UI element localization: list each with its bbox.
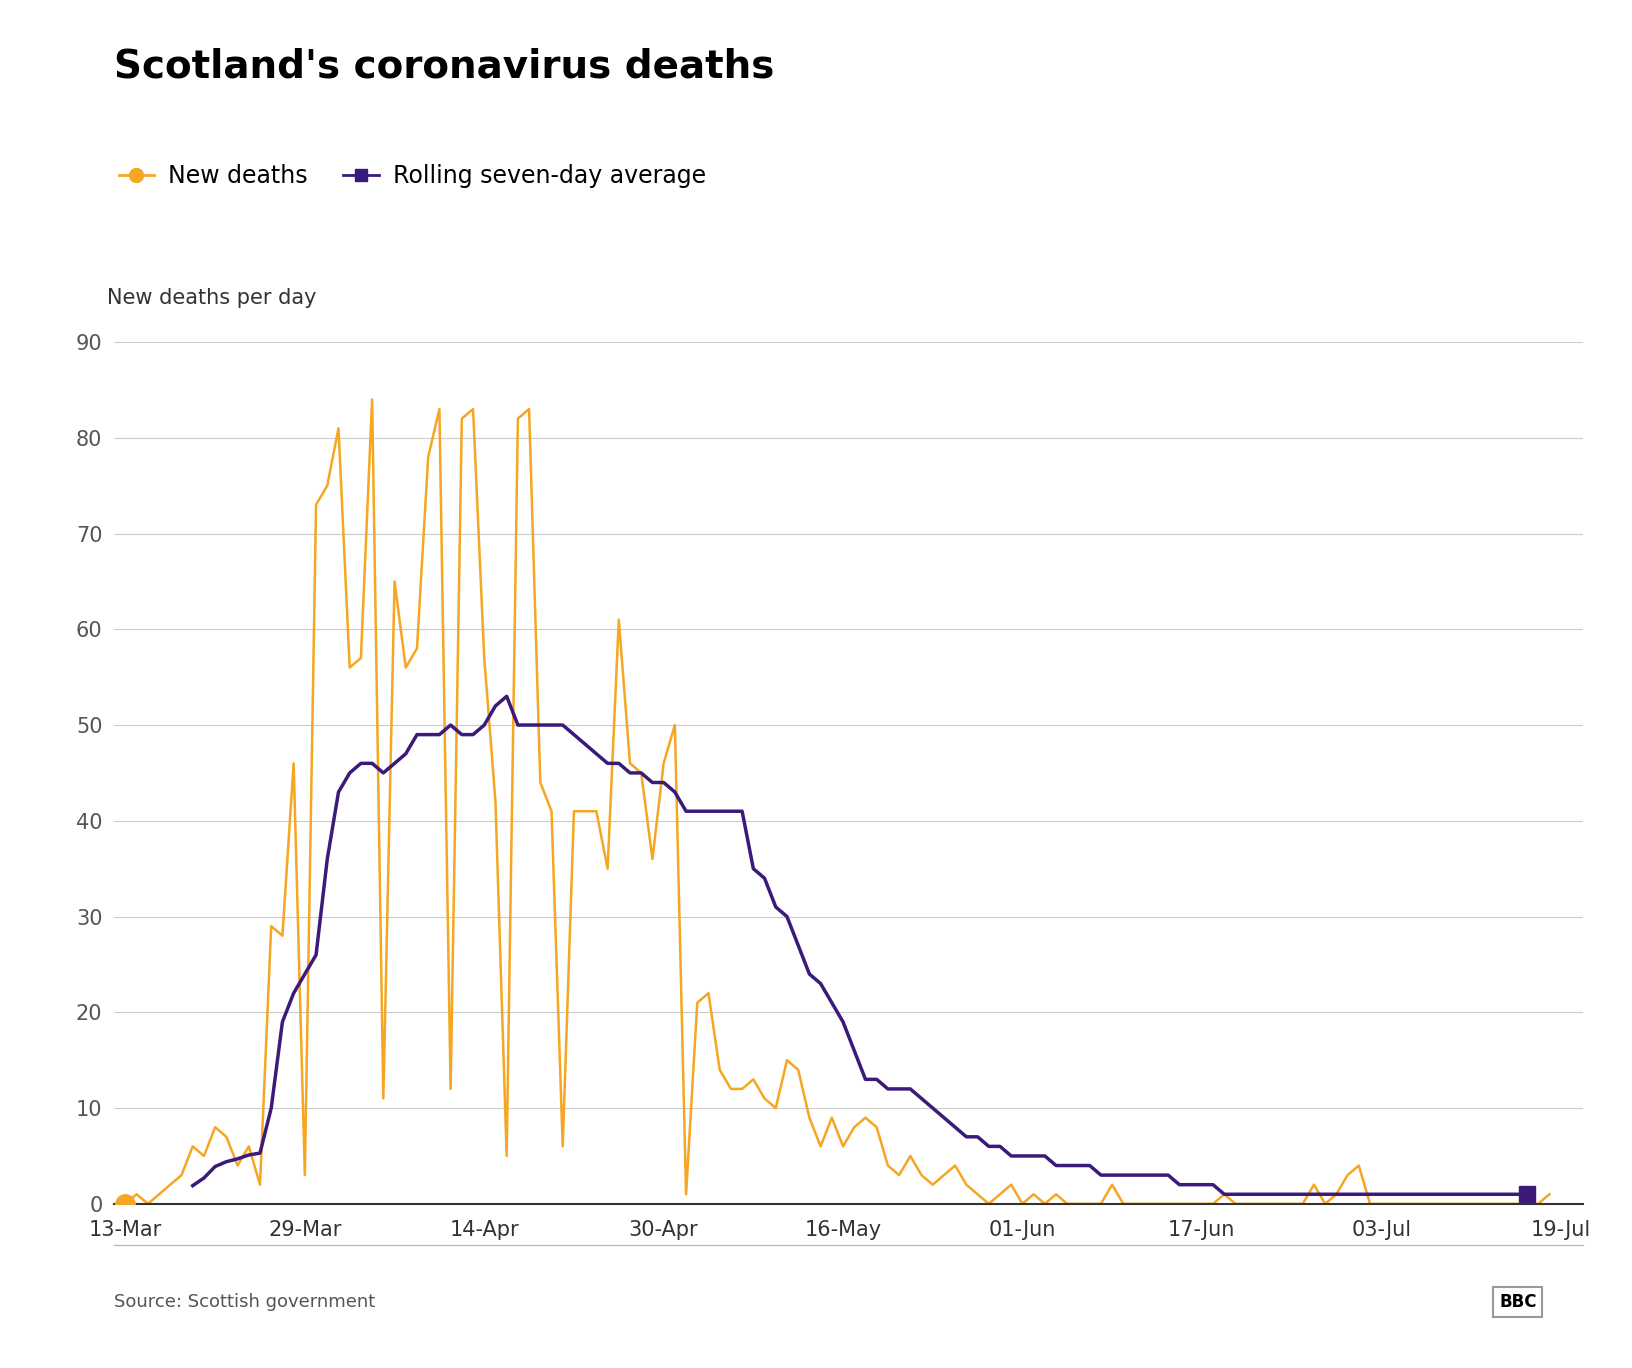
- Text: BBC: BBC: [1500, 1293, 1536, 1311]
- Text: New deaths per day: New deaths per day: [108, 287, 317, 308]
- Text: Scotland's coronavirus deaths: Scotland's coronavirus deaths: [114, 48, 775, 86]
- Legend: New deaths, Rolling seven-day average: New deaths, Rolling seven-day average: [119, 164, 707, 189]
- Text: Source: Scottish government: Source: Scottish government: [114, 1293, 375, 1311]
